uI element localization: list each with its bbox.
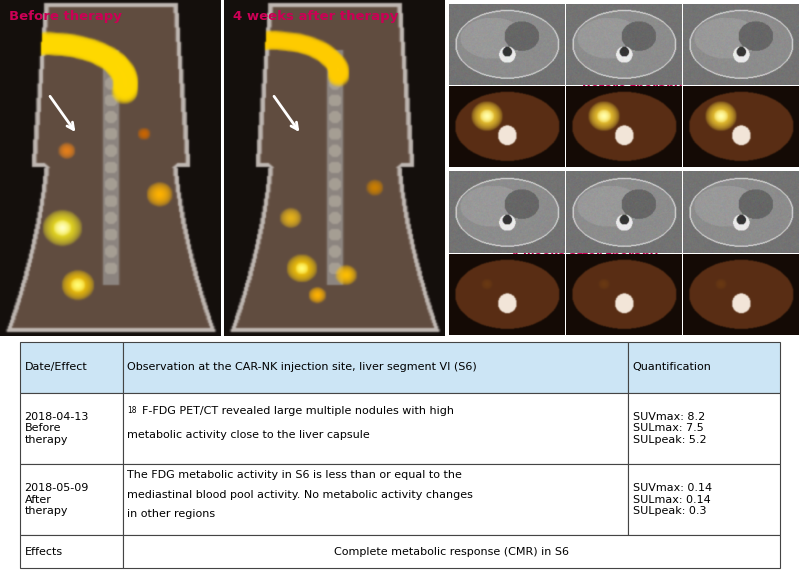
Bar — [122, 536, 780, 568]
Bar — [20, 464, 122, 536]
Text: 4 weeks after therapy: 4 weeks after therapy — [233, 10, 398, 23]
Text: Before therapy: Before therapy — [582, 82, 682, 95]
Text: Observation at the CAR-NK injection site, liver segment VI (S6): Observation at the CAR-NK injection site… — [127, 362, 477, 372]
Text: 4 weeks after therapy: 4 weeks after therapy — [511, 250, 658, 263]
Bar — [122, 393, 628, 464]
Bar — [122, 342, 628, 393]
Text: Complete metabolic response (CMR) in S6: Complete metabolic response (CMR) in S6 — [334, 547, 569, 557]
Text: The FDG metabolic activity in S6 is less than or equal to the: The FDG metabolic activity in S6 is less… — [127, 470, 462, 480]
Text: 18: 18 — [127, 406, 137, 414]
Text: Effects: Effects — [25, 547, 62, 557]
Text: in other regions: in other regions — [127, 509, 215, 519]
Bar — [628, 464, 780, 536]
Text: F-FDG PET/CT revealed large multiple nodules with high: F-FDG PET/CT revealed large multiple nod… — [142, 406, 454, 416]
Text: 2018-05-09
After
therapy: 2018-05-09 After therapy — [25, 483, 89, 516]
Text: Date/Effect: Date/Effect — [25, 362, 87, 372]
Bar — [20, 536, 122, 568]
Bar — [20, 393, 122, 464]
Text: Before therapy: Before therapy — [9, 10, 122, 23]
Bar — [628, 342, 780, 393]
Bar — [20, 342, 122, 393]
Text: Quantification: Quantification — [633, 362, 711, 372]
Text: SUVmax: 0.14
SULmax: 0.14
SULpeak: 0.3: SUVmax: 0.14 SULmax: 0.14 SULpeak: 0.3 — [633, 483, 712, 516]
Text: 2018-04-13
Before
therapy: 2018-04-13 Before therapy — [25, 412, 89, 445]
Bar — [122, 464, 628, 536]
Text: metabolic activity close to the liver capsule: metabolic activity close to the liver ca… — [127, 430, 370, 440]
Text: mediastinal blood pool activity. No metabolic activity changes: mediastinal blood pool activity. No meta… — [127, 490, 473, 499]
Text: SUVmax: 8.2
SULmax: 7.5
SULpeak: 5.2: SUVmax: 8.2 SULmax: 7.5 SULpeak: 5.2 — [633, 412, 706, 445]
Bar — [628, 393, 780, 464]
